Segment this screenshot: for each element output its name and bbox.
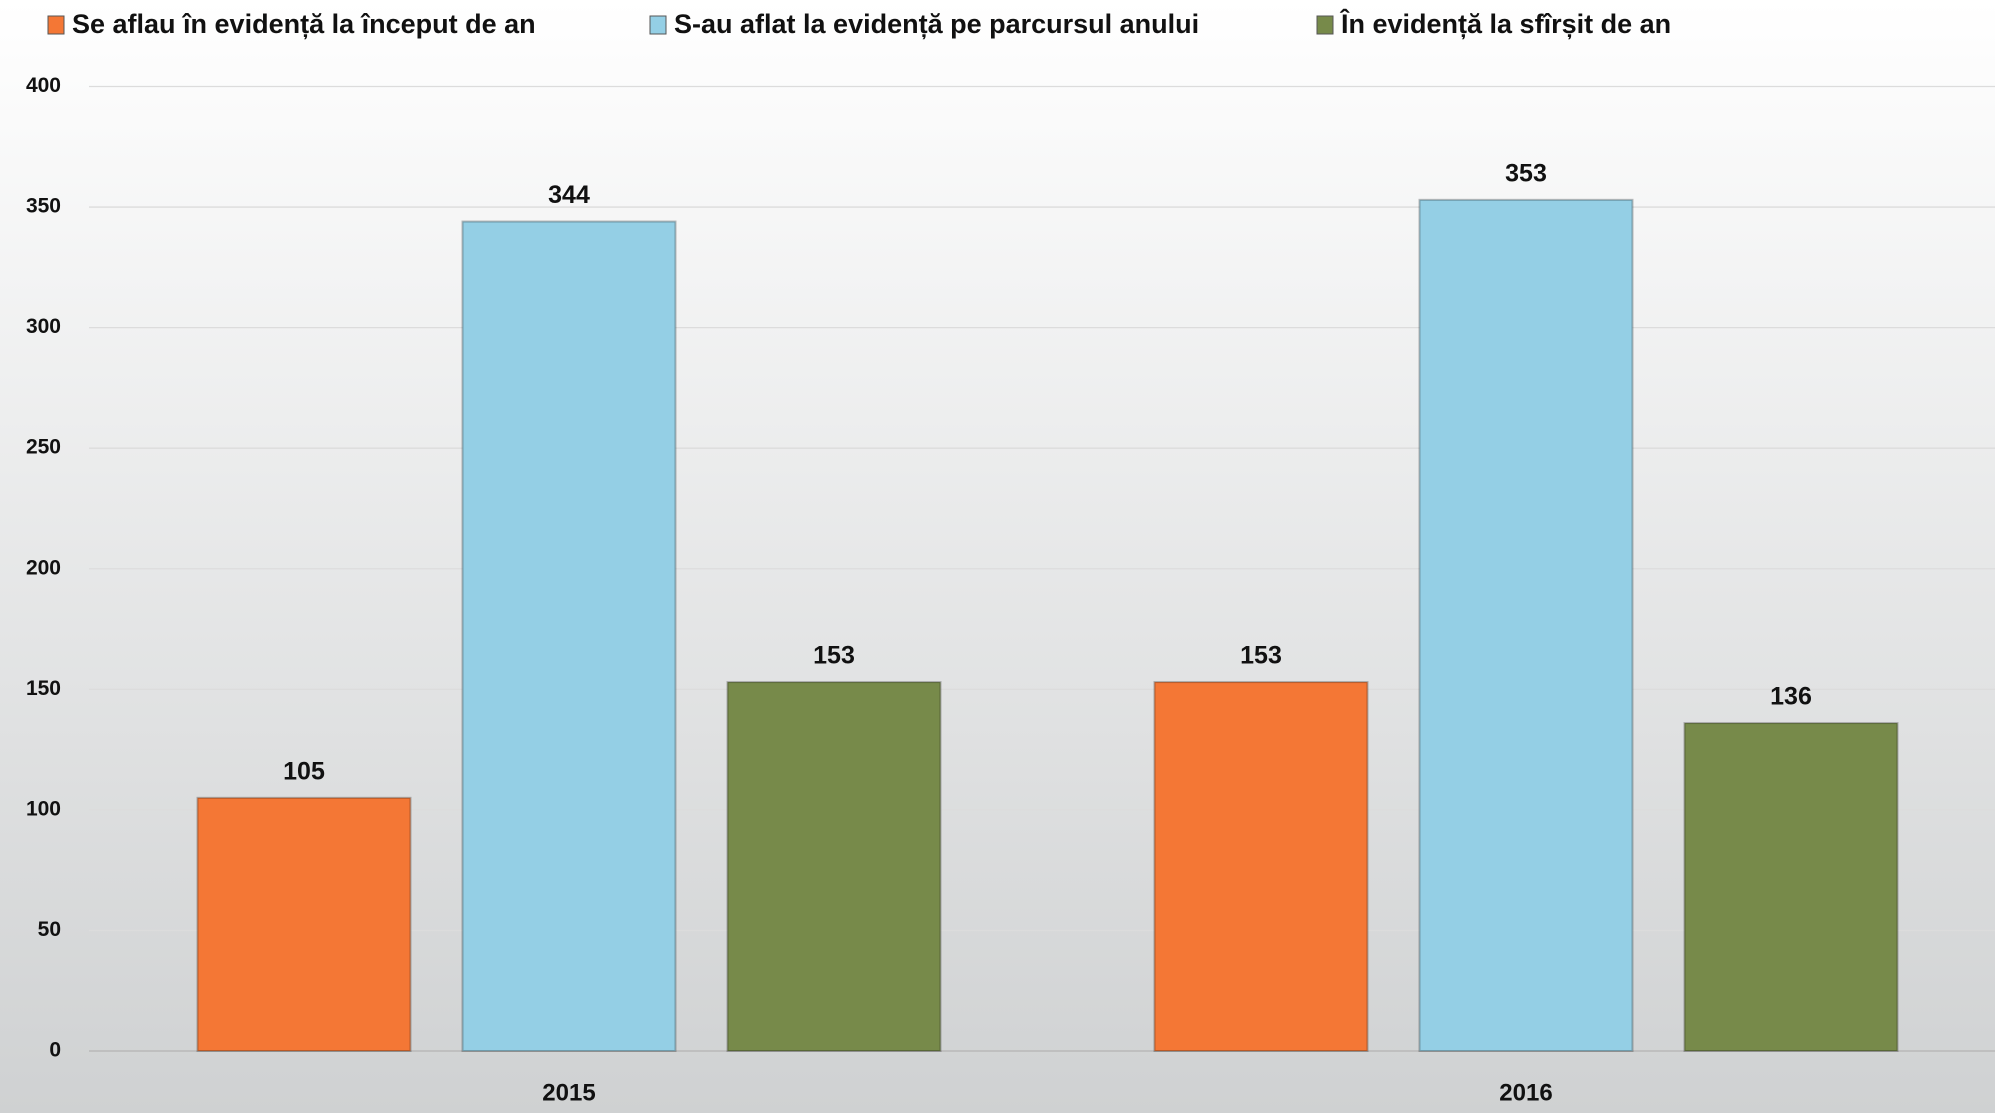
data-label: 344 bbox=[548, 181, 590, 209]
bar bbox=[1153, 681, 1369, 1052]
bar bbox=[1683, 722, 1899, 1052]
legend-swatch bbox=[1316, 15, 1334, 35]
y-tick-label: 50 bbox=[38, 918, 61, 941]
y-tick-label: 0 bbox=[49, 1039, 61, 1062]
y-tick-label: 100 bbox=[26, 797, 61, 820]
data-label: 153 bbox=[1240, 642, 1282, 670]
y-tick-label: 350 bbox=[26, 195, 61, 218]
bar bbox=[1418, 198, 1634, 1053]
data-label: 105 bbox=[283, 757, 325, 785]
data-label: 153 bbox=[813, 642, 855, 670]
y-tick-label: 300 bbox=[26, 315, 61, 338]
data-label: 136 bbox=[1770, 683, 1812, 711]
bar bbox=[461, 220, 677, 1052]
y-tick-label: 400 bbox=[26, 74, 61, 97]
x-tick-label: 2015 bbox=[542, 1079, 595, 1106]
legend-label: În evidență la sfîrșit de an bbox=[1339, 8, 1671, 39]
bar bbox=[196, 796, 412, 1052]
legend-label: S-au aflat la evidență pe parcursul anul… bbox=[674, 9, 1199, 39]
x-tick-label: 2016 bbox=[1499, 1079, 1552, 1106]
legend-swatch bbox=[47, 15, 65, 35]
legend-swatch bbox=[649, 15, 667, 35]
data-label: 353 bbox=[1505, 159, 1547, 187]
y-tick-label: 200 bbox=[26, 556, 61, 579]
y-tick-label: 150 bbox=[26, 677, 61, 700]
bar bbox=[726, 681, 942, 1052]
legend-label: Se aflau în evidență la început de an bbox=[72, 9, 536, 39]
y-tick-label: 250 bbox=[26, 436, 61, 459]
